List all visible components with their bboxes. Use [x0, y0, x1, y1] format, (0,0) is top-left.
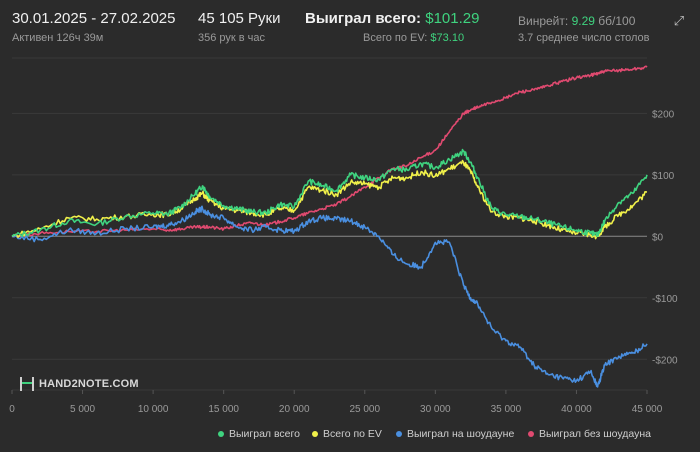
avg-tables: 3.7 среднее число столов [518, 32, 650, 44]
x-tick-label: 35 000 [491, 404, 522, 415]
ev-total-label: Всего по EV: [363, 32, 428, 44]
series-line-showdown [11, 205, 648, 388]
x-tick-label: 10 000 [138, 404, 169, 415]
legend-dot-icon [218, 431, 224, 437]
x-tick-label: 25 000 [349, 404, 380, 415]
y-axis: $200 $100 $0 -$100 -$200 [652, 109, 678, 366]
legend-dot-icon [528, 431, 534, 437]
series-line-won [11, 148, 648, 237]
x-tick-label: 45 000 [632, 404, 663, 415]
chart-grid [12, 57, 647, 391]
x-tick-label: 20 000 [279, 404, 310, 415]
x-tick-label: 15 000 [208, 404, 239, 415]
legend-label: Всего по EV [323, 428, 382, 440]
hand2note-logo: HAND2NOTE.COM [20, 377, 139, 391]
legend-label: Выиграл без шоудауна [539, 428, 651, 440]
legend-item-nonshowdown[interactable]: Выиграл без шоудауна [528, 428, 651, 440]
winrate-value: 9.29 [571, 14, 595, 28]
winrate: Винрейт: 9.29 бб/100 [518, 14, 635, 28]
x-axis: 0 5 000 10 000 15 000 20 000 25 000 30 000 35 0… [9, 390, 663, 415]
y-tick-label: $0 [652, 232, 664, 243]
winrate-unit: бб/100 [598, 14, 636, 28]
y-tick-label: -$100 [652, 294, 678, 305]
y-tick-label: -$200 [652, 355, 678, 366]
winrate-label: Винрейт: [518, 14, 569, 28]
hand2note-logo-icon [20, 377, 34, 391]
ev-total: Всего по EV: $73.10 [363, 32, 464, 44]
won-total-value: $101.29 [425, 10, 480, 27]
x-tick-label: 40 000 [561, 404, 592, 415]
won-total-label: Выиграл всего: [305, 10, 422, 27]
x-tick-label: 5 000 [70, 404, 95, 415]
x-tick-label: 30 000 [420, 404, 451, 415]
legend-item-showdown[interactable]: Выиграл на шоудауне [396, 428, 514, 440]
y-tick-label: $100 [652, 171, 675, 182]
expand-icon[interactable]: ⤢ [673, 13, 685, 28]
legend-item-ev[interactable]: Всего по EV [312, 428, 382, 440]
legend-item-won[interactable]: Выиграл всего [218, 428, 300, 440]
active-time: Активен 126ч 39м [12, 32, 104, 44]
chart-series [11, 65, 648, 388]
ev-total-value: $73.10 [430, 32, 465, 44]
y-tick-label: $200 [652, 109, 675, 120]
hands-per-hour: 356 рук в час [198, 32, 266, 44]
legend-dot-icon [396, 431, 402, 437]
logo-text: HAND2NOTE.COM [39, 378, 139, 390]
series-line-nonshowdown [11, 65, 648, 238]
won-total: Выиграл всего: $101.29 [305, 10, 479, 27]
legend-dot-icon [312, 431, 318, 437]
legend-label: Выиграл на шоудауне [407, 428, 515, 440]
legend-label: Выиграл всего [229, 428, 300, 440]
date-range: 30.01.2025 - 27.02.2025 [12, 10, 176, 27]
x-tick-label: 0 [9, 404, 15, 415]
hands-count: 45 105 Руки [198, 10, 281, 27]
